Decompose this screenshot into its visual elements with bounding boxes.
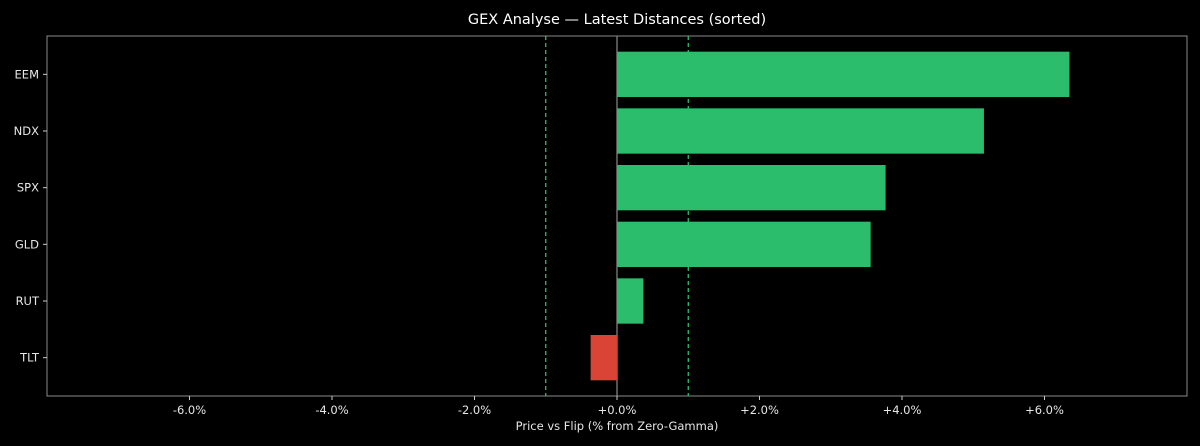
y-tick-label: GLD	[15, 237, 39, 251]
bar-eem	[617, 51, 1070, 97]
y-axis-ticks: EEM NDX SPX GLD RUT TLT	[14, 67, 47, 365]
chart-title: GEX Analyse — Latest Distances (sorted)	[468, 12, 766, 28]
bars-group	[590, 51, 1070, 381]
x-tick-label: +0.0%	[598, 403, 637, 417]
y-tick-label: TLT	[19, 351, 40, 365]
x-tick-label: -2.0%	[458, 403, 491, 417]
x-tick-label: +2.0%	[740, 403, 779, 417]
y-tick-label: RUT	[16, 294, 40, 308]
x-tick-label: -6.0%	[173, 403, 206, 417]
x-tick-label: +6.0%	[1025, 403, 1064, 417]
x-tick-label: -4.0%	[315, 403, 348, 417]
x-tick-label: +4.0%	[883, 403, 922, 417]
x-axis-label: Price vs Flip (% from Zero-Gamma)	[516, 419, 719, 433]
bar-rut	[617, 278, 644, 324]
x-axis-ticks: -6.0% -4.0% -2.0% +0.0% +2.0% +4.0% +6.0%	[173, 396, 1064, 417]
bar-tlt	[590, 335, 617, 381]
bar-gld	[617, 221, 871, 267]
y-tick-label: NDX	[14, 124, 39, 138]
bar-ndx	[617, 108, 984, 154]
y-tick-label: SPX	[17, 181, 39, 195]
bar-spx	[617, 165, 886, 211]
y-tick-label: EEM	[15, 67, 39, 81]
